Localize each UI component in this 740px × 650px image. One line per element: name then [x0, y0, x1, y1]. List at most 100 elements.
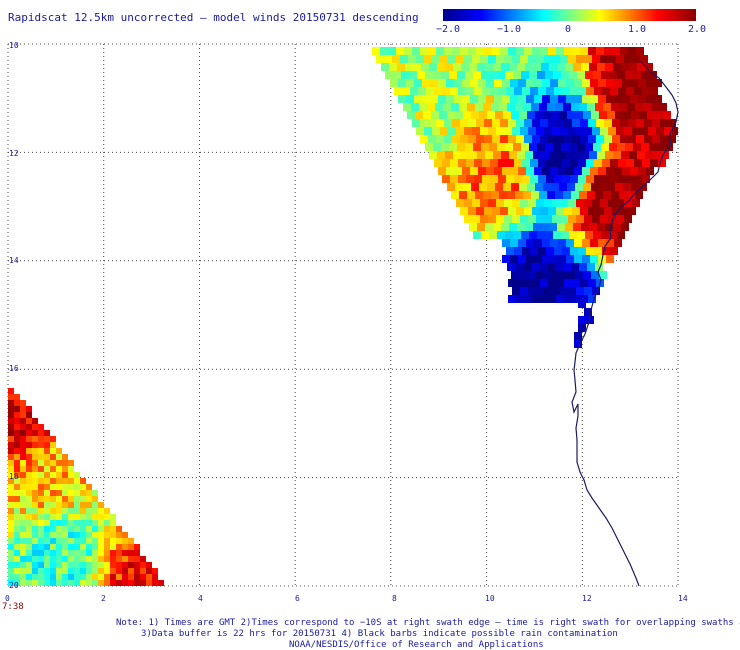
wind-cell	[639, 111, 647, 119]
wind-cell	[454, 167, 462, 175]
wind-cell	[612, 135, 620, 143]
wind-cell	[122, 586, 128, 592]
wind-cell	[609, 231, 617, 239]
wind-cell	[20, 538, 26, 544]
wind-cell	[487, 111, 495, 119]
wind-cell	[574, 332, 582, 340]
wind-cell	[505, 71, 513, 79]
wind-cell	[32, 562, 38, 568]
wind-cell	[499, 191, 507, 199]
wind-cell	[528, 127, 536, 135]
wind-cell	[146, 586, 152, 592]
wind-cell	[464, 127, 472, 135]
wind-cell	[20, 478, 26, 484]
wind-cell	[464, 55, 472, 63]
wind-cell	[542, 255, 550, 263]
wind-cell	[513, 231, 521, 239]
wind-cell	[134, 550, 140, 556]
wind-cell	[14, 532, 20, 538]
wind-cell	[489, 231, 497, 239]
wind-cell	[8, 508, 14, 514]
wind-cell	[92, 556, 98, 562]
wind-cell	[86, 526, 92, 532]
wind-cell	[14, 418, 20, 424]
wind-cell	[44, 508, 50, 514]
wind-cell	[512, 199, 520, 207]
wind-cell	[14, 502, 20, 508]
wind-cell	[599, 183, 607, 191]
wind-cell	[529, 231, 537, 239]
wind-cell	[519, 183, 527, 191]
wind-cell	[530, 175, 538, 183]
wind-cell	[104, 532, 110, 538]
wind-cell	[116, 556, 122, 562]
wind-cell	[550, 79, 558, 87]
wind-cell	[593, 71, 601, 79]
wind-cell	[472, 215, 480, 223]
wind-cell	[538, 87, 546, 95]
wind-cell	[8, 550, 14, 556]
wind-cell	[560, 215, 568, 223]
wind-cell	[50, 442, 56, 448]
wind-cell	[32, 418, 38, 424]
wind-cell	[80, 508, 86, 514]
wind-cell	[421, 63, 429, 71]
wind-cell	[445, 151, 453, 159]
wind-cell	[510, 255, 518, 263]
wind-cell	[510, 239, 518, 247]
wind-cell	[516, 279, 524, 287]
wind-cell	[477, 151, 485, 159]
wind-cell	[74, 586, 80, 592]
wind-cell	[588, 47, 596, 55]
wind-cell	[498, 159, 506, 167]
wind-cell	[406, 95, 414, 103]
wind-cell	[606, 239, 614, 247]
wind-cell	[484, 119, 492, 127]
wind-cell	[541, 223, 549, 231]
wind-cell	[8, 574, 14, 580]
wind-cell	[501, 223, 509, 231]
wind-cell	[26, 550, 32, 556]
wind-cell	[26, 568, 32, 574]
wind-cell	[565, 151, 573, 159]
wind-cell	[56, 580, 62, 586]
wind-cell	[86, 502, 92, 508]
wind-cell	[116, 568, 122, 574]
wind-cell	[448, 127, 456, 135]
wind-cell	[578, 159, 586, 167]
wind-cell	[38, 430, 44, 436]
wind-cell	[562, 159, 570, 167]
wind-cell	[475, 191, 483, 199]
wind-cell	[462, 95, 470, 103]
wind-cell	[595, 191, 603, 199]
wind-cell	[644, 119, 652, 127]
wind-cell	[600, 199, 608, 207]
wind-cell	[8, 496, 14, 502]
wind-cell	[497, 71, 505, 79]
wind-cell	[605, 223, 613, 231]
wind-cell	[407, 111, 415, 119]
wind-cell	[38, 484, 44, 490]
wind-cell	[450, 159, 458, 167]
wind-cell	[50, 478, 56, 484]
wind-cell	[588, 119, 596, 127]
wind-cell	[544, 55, 552, 63]
wind-cell	[607, 111, 615, 119]
wind-cell	[464, 215, 472, 223]
wind-cell	[456, 127, 464, 135]
wind-cell	[609, 71, 617, 79]
wind-cell	[458, 87, 466, 95]
wind-cell	[531, 103, 539, 111]
wind-cell	[20, 412, 26, 418]
wind-cell	[460, 207, 468, 215]
wind-cell	[608, 199, 616, 207]
wind-cell	[140, 580, 146, 586]
wind-cell	[397, 63, 405, 71]
wind-cell	[637, 151, 645, 159]
wind-cell	[414, 95, 422, 103]
wind-cell	[504, 127, 512, 135]
wind-cell	[44, 526, 50, 532]
wind-cell	[530, 247, 538, 255]
wind-cell	[422, 79, 430, 87]
wind-cell	[44, 484, 50, 490]
